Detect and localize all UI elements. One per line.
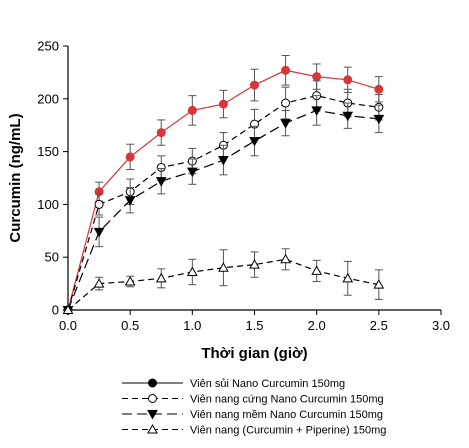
- legend-item-2: Viên nang cứng Nano Curcumin 150mg: [122, 394, 384, 406]
- marker-filled-triangle: [155, 177, 167, 187]
- x-tick-label: 0.5: [121, 318, 139, 333]
- legend-label: Viên nang cứng Nano Curcumin 150mg: [190, 394, 384, 406]
- y-tick-label: 200: [37, 91, 59, 106]
- marker-open-triangle: [62, 304, 74, 314]
- marker-filled-circle: [250, 80, 259, 90]
- x-tick-label: 1.5: [245, 318, 263, 333]
- x-tick-label: 2.5: [370, 318, 388, 333]
- marker-filled-triangle: [124, 196, 136, 206]
- series-4: [62, 248, 385, 314]
- marker-filled-circle: [187, 105, 197, 115]
- series-line: [67, 258, 379, 311]
- x-tick-label: 3.0: [432, 318, 450, 333]
- marker-filled-circle: [343, 75, 353, 85]
- y-tick-label: 100: [37, 197, 59, 212]
- marker-open-triangle: [93, 278, 105, 288]
- marker-filled-circle: [148, 378, 157, 388]
- x-axis-label: Thời gian (giờ): [201, 345, 307, 362]
- marker-filled-triangle: [249, 137, 260, 147]
- y-tick-label: 150: [37, 144, 59, 159]
- marker-filled-triangle: [280, 119, 291, 129]
- y-tick-label: 250: [37, 39, 59, 54]
- marker-filled-circle: [374, 84, 384, 94]
- legend-label: Viên sủi Nano Curcumin 150mg: [190, 378, 345, 390]
- marker-filled-triangle: [311, 106, 323, 116]
- y-tick-label: 50: [45, 250, 59, 265]
- x-tick-label: 0.0: [59, 318, 77, 333]
- legend-item-1: Viên sủi Nano Curcumin 150mg: [122, 378, 345, 390]
- marker-filled-triangle: [186, 167, 198, 178]
- marker-filled-triangle: [373, 114, 385, 125]
- marker-filled-circle: [312, 72, 322, 82]
- marker-open-triangle: [280, 253, 291, 264]
- legend: Viên sủi Nano Curcumin 150mg Viên nang cứ…: [122, 378, 386, 437]
- y-tick-label: 0: [52, 303, 59, 318]
- marker-filled-circle: [156, 128, 166, 138]
- series-group: [62, 55, 385, 316]
- x-tick-label: 1.0: [183, 318, 201, 333]
- marker-filled-triangle: [93, 227, 105, 238]
- marker-open-triangle: [311, 265, 323, 275]
- marker-filled-triangle: [342, 111, 354, 122]
- marker-filled-circle: [218, 99, 228, 109]
- marker-open-triangle: [249, 259, 260, 269]
- y-axis-label: Curcumin (ng/mL): [7, 113, 24, 242]
- legend-label: Viên nang (Curcumin + Piperine) 150mg: [190, 425, 386, 437]
- series-line: [67, 95, 379, 311]
- marker-open-triangle: [218, 262, 229, 272]
- marker-open-circle: [148, 394, 157, 403]
- series-1: [63, 55, 384, 315]
- marker-open-circle: [281, 98, 291, 108]
- marker-open-triangle: [147, 423, 158, 434]
- x-tick-label: 2.0: [308, 318, 326, 333]
- marker-filled-triangle: [218, 156, 229, 166]
- series-3: [62, 95, 385, 316]
- legend-label: Viên nang mềm Nano Curcumin 150mg: [190, 409, 383, 421]
- legend-item-4: Viên nang (Curcumin + Piperine) 150mg: [122, 423, 386, 437]
- marker-open-circle: [94, 199, 104, 209]
- marker-filled-triangle: [147, 410, 158, 420]
- marker-open-triangle: [342, 272, 354, 283]
- marker-open-triangle: [155, 272, 167, 283]
- legend-item-3: Viên nang mềm Nano Curcumin 150mg: [122, 409, 383, 421]
- axes: 0.0 0.5 1.0 1.5 2.0 2.5 3.0 0 50 100 150 200 250: [37, 39, 450, 334]
- marker-filled-circle: [281, 65, 291, 75]
- marker-filled-circle: [125, 152, 135, 162]
- marker-open-triangle: [124, 275, 136, 286]
- marker-open-triangle: [186, 266, 198, 276]
- marker-open-triangle: [373, 279, 385, 289]
